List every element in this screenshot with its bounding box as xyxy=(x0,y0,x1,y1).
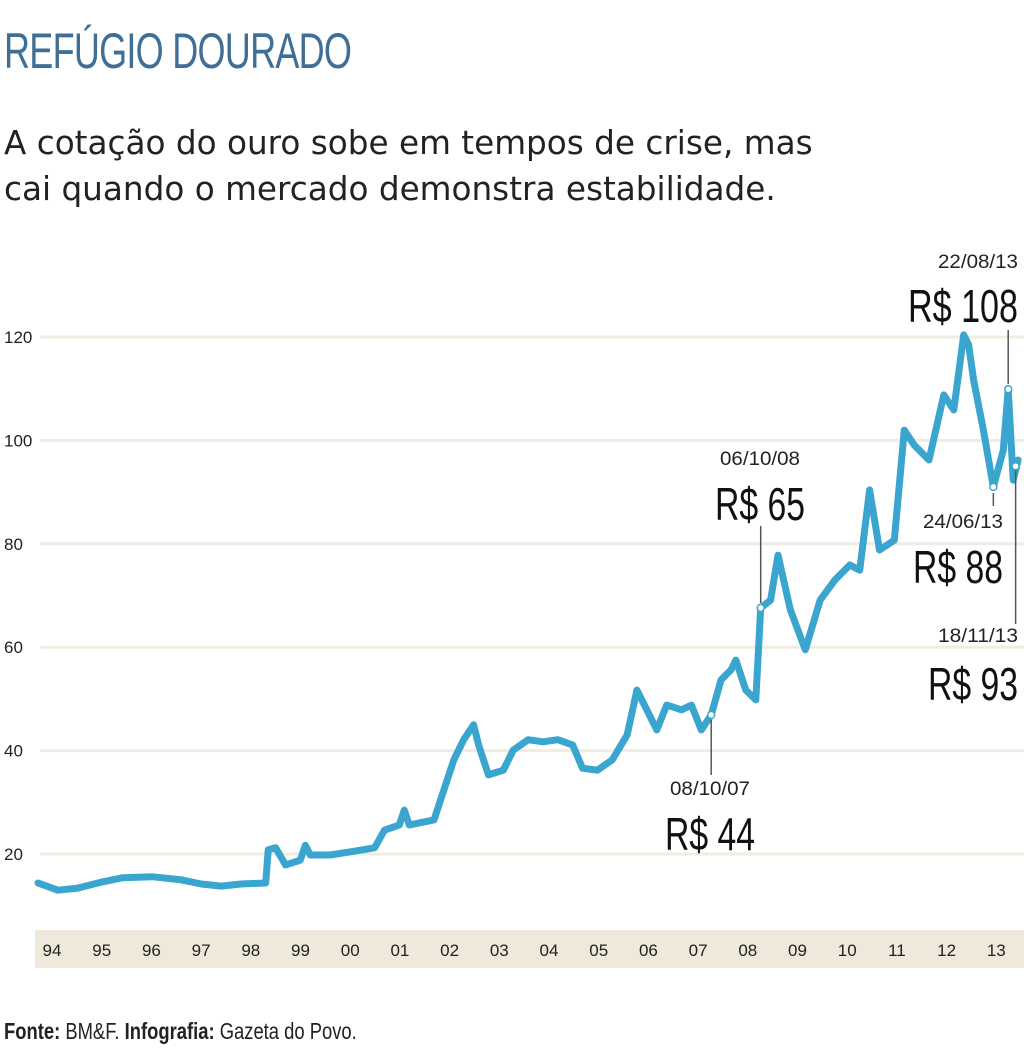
annotation-date: 06/10/08 xyxy=(720,449,800,470)
x-tick-label: 00 xyxy=(341,941,360,960)
x-tick-label: 05 xyxy=(589,941,608,960)
x-tick-label: 96 xyxy=(142,941,161,960)
annotation-marker xyxy=(756,603,765,613)
subtitle-line-1: A cotação do ouro sobe em tempos de cris… xyxy=(4,123,813,162)
annotation-value: R$ 93 xyxy=(928,658,1018,710)
annotation-date: 22/08/13 xyxy=(938,252,1018,273)
x-axis-band xyxy=(35,930,1024,968)
annotation: 24/06/13 R$ 88 xyxy=(913,482,1003,593)
x-tick-label: 09 xyxy=(788,941,807,960)
annotation: 18/11/13 R$ 93 xyxy=(928,462,1020,710)
source-label: Fonte: xyxy=(4,1018,61,1044)
y-tick-label: 40 xyxy=(4,742,23,761)
annotation: 22/08/13 R$ 108 xyxy=(908,252,1018,394)
annotation-value: R$ 108 xyxy=(908,280,1018,332)
x-tick-label: 03 xyxy=(490,941,509,960)
source: BM&F. xyxy=(60,1018,125,1044)
x-tick-label: 13 xyxy=(987,941,1006,960)
x-tick-label: 08 xyxy=(738,941,757,960)
x-tick-label: 10 xyxy=(838,941,857,960)
gold-price-line xyxy=(34,331,1022,894)
x-tick-label: 12 xyxy=(937,941,956,960)
x-axis-ticks: 94 95 96 97 98 99 00 01 02 03 04 05 06 07 08 09 10 11 12 13 xyxy=(43,941,1006,960)
x-tick-label: 97 xyxy=(192,941,211,960)
x-tick-label: 06 xyxy=(639,941,658,960)
x-tick-label: 01 xyxy=(390,941,409,960)
x-tick-label: 11 xyxy=(888,941,906,960)
y-tick-label: 80 xyxy=(4,535,23,554)
y-axis-ticks: 20 40 60 80 100 120 xyxy=(4,328,32,864)
y-tick-label: 60 xyxy=(4,638,23,657)
annotation-value: R$ 65 xyxy=(715,478,805,530)
footer: Fonte: BM&F. Infografia: Gazeta do Povo. xyxy=(4,1018,357,1045)
chart-subtitle: A cotação do ouro sobe em tempos de cris… xyxy=(4,120,813,212)
subtitle-line-2: cai quando o mercado demonstra estabilid… xyxy=(4,169,776,208)
x-tick-label: 07 xyxy=(689,941,708,960)
chart-title: REFÚGIO DOURADO xyxy=(4,23,352,79)
annotation-marker xyxy=(706,710,716,720)
x-tick-label: 99 xyxy=(291,941,310,960)
y-tick-label: 120 xyxy=(4,328,32,347)
annotation-marker xyxy=(989,482,998,492)
annotation: 08/10/07 R$ 44 xyxy=(665,710,755,860)
x-tick-label: 02 xyxy=(440,941,459,960)
x-tick-label: 04 xyxy=(540,941,559,960)
x-tick-label: 98 xyxy=(241,941,260,960)
annotation-value: R$ 44 xyxy=(665,808,755,860)
y-tick-label: 20 xyxy=(4,845,23,864)
x-tick-label: 94 xyxy=(43,941,62,960)
x-tick-label: 95 xyxy=(92,941,111,960)
annotation: 06/10/08 R$ 65 xyxy=(715,449,805,613)
credit: Gazeta do Povo. xyxy=(214,1018,357,1044)
annotation-date: 08/10/07 xyxy=(670,779,750,800)
annotation-value: R$ 88 xyxy=(913,541,1003,593)
annotation-marker xyxy=(1011,462,1020,471)
annotation-marker xyxy=(1003,384,1013,394)
credit-label: Infografia: xyxy=(124,1018,215,1044)
y-tick-label: 100 xyxy=(4,431,32,450)
annotation-date: 24/06/13 xyxy=(923,512,1003,533)
gridlines xyxy=(40,335,1024,856)
annotation-date: 18/11/13 xyxy=(938,626,1018,647)
annotations: 08/10/07 R$ 44 06/10/08 R$ 65 22/08/13 R$ 108… xyxy=(665,252,1020,860)
